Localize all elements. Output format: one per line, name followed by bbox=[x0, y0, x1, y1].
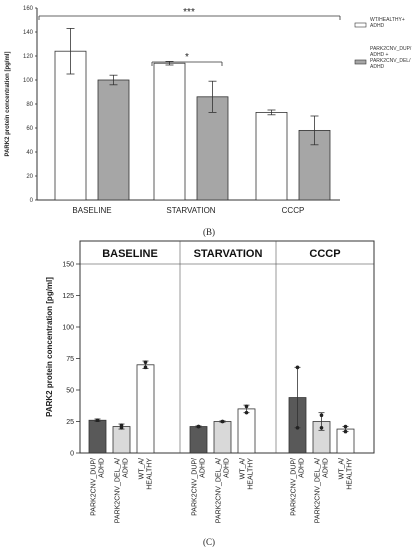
chart-b-bar bbox=[54, 50, 87, 201]
chart-b-y-label: PARK2 protein concentration [pg/ml] bbox=[5, 52, 11, 157]
chart-b-y-tick-label: 140 bbox=[23, 30, 34, 36]
chart-c-data-point bbox=[220, 419, 225, 424]
chart-c-data-point bbox=[319, 413, 324, 418]
legend-label-0-line1: WT/HEALTHY+ bbox=[370, 17, 405, 23]
chart-c-category-label: ADHD bbox=[323, 458, 330, 478]
chart-c-y-tick-label: 25 bbox=[66, 419, 74, 426]
chart-c-category-label: PARK2CNV_DUP/ bbox=[192, 458, 199, 516]
chart-c-category-label: HEALTHY bbox=[347, 458, 354, 490]
chart-b-y-tick-label: 160 bbox=[23, 6, 34, 12]
chart-c-category-label: ADHD bbox=[99, 458, 106, 478]
chart-c-category-label: ADHD bbox=[299, 458, 306, 478]
legend-label-1-line4: ADHD bbox=[370, 64, 385, 70]
chart-c-y-tick-label: 75 bbox=[66, 356, 74, 363]
chart-c-bar bbox=[136, 364, 155, 454]
chart-c-panel-title: BASELINE bbox=[102, 248, 158, 260]
chart-c-data-point bbox=[343, 424, 348, 429]
chart-c-category-label: PARK2CNV_DEL_A/ bbox=[216, 458, 223, 523]
chart-b-y-tick-label: 100 bbox=[23, 78, 34, 84]
chart-b-bar bbox=[255, 112, 288, 201]
chart-c-category-label: PARK2CNV_DEL_A/ bbox=[115, 458, 122, 523]
chart-c-data-point bbox=[244, 410, 249, 415]
chart-c-data-point bbox=[143, 365, 148, 370]
chart-b-y-tick-label: 120 bbox=[23, 54, 34, 60]
chart-c-panel-title: CCCP bbox=[309, 248, 340, 260]
chart-b-sig-label: * bbox=[185, 52, 189, 63]
chart-b-legend: WT/HEALTHY+ ADHD PARK2CNV_DUP/ ADHD + PA… bbox=[354, 17, 412, 70]
chart-c-y-tick-label: 125 bbox=[62, 293, 74, 300]
chart-c-y-tick-label: 150 bbox=[62, 262, 74, 269]
chart-c-category-label: ADHD bbox=[200, 458, 207, 478]
chart-b-y-tick-label: 60 bbox=[26, 126, 33, 132]
chart-c-bar bbox=[213, 421, 232, 454]
chart-c-data-point bbox=[119, 423, 124, 428]
chart-c-bar bbox=[237, 408, 256, 454]
legend-label-1-line1: PARK2CNV_DUP/ bbox=[370, 46, 412, 52]
chart-c-data-point bbox=[319, 426, 324, 430]
chart-c-data-point bbox=[244, 404, 249, 409]
chart-b-y-tick-label: 80 bbox=[26, 102, 33, 108]
legend-label-0-line2: ADHD bbox=[370, 23, 385, 29]
chart-c-data-point bbox=[95, 418, 100, 423]
chart-b-bar bbox=[196, 96, 229, 201]
chart-c-data-point bbox=[295, 426, 300, 430]
chart-c: PARK2 protein concentration [pg/ml] BASE… bbox=[45, 240, 375, 523]
chart-b-y-tick-label: 20 bbox=[26, 174, 33, 180]
chart-c-data-point bbox=[295, 365, 300, 370]
chart-c-category-label: WT_A/ bbox=[339, 458, 346, 479]
chart-c-data-point bbox=[196, 424, 201, 429]
chart-b-bar bbox=[97, 79, 130, 201]
chart-c-category-label: WT_A/ bbox=[139, 458, 146, 479]
chart-c-data-point bbox=[119, 426, 124, 430]
chart-c-y-tick-label: 0 bbox=[70, 451, 74, 458]
legend-label-1-line2: ADHD + bbox=[370, 52, 389, 58]
chart-c-category-label: ADHD bbox=[224, 458, 231, 478]
chart-b-bar bbox=[153, 62, 186, 201]
chart-c-bar bbox=[88, 419, 107, 454]
chart-c-data-point bbox=[143, 360, 148, 365]
chart-c-y-label: PARK2 protein concentration [pg/ml] bbox=[45, 277, 54, 417]
chart-b-y-tick-label: 40 bbox=[26, 150, 33, 156]
chart-c-category-label: PARK2CNV_DEL_A/ bbox=[315, 458, 322, 523]
chart-c-bar bbox=[189, 426, 208, 454]
chart-c-category-label: HEALTHY bbox=[147, 458, 154, 490]
chart-b: PARK2 protein concentration [pg/ml] 0 20 4… bbox=[5, 6, 412, 215]
chart-b-y-tick-label: 0 bbox=[30, 198, 34, 204]
chart-c-y-tick-label: 100 bbox=[62, 325, 74, 332]
legend-swatch-1 bbox=[354, 59, 367, 65]
chart-c-panel-title: STARVATION bbox=[194, 248, 263, 260]
chart-c-category-label: WT_A/ bbox=[240, 458, 247, 479]
chart-c-category-label: HEALTHY bbox=[248, 458, 255, 490]
chart-c-y-tick-label: 50 bbox=[66, 388, 74, 395]
chart-b-bar bbox=[298, 129, 331, 201]
chart-b-category-label: CCCP bbox=[282, 206, 305, 215]
chart-c-category-label: ADHD bbox=[123, 458, 130, 478]
legend-label-1-line3: PARK2CNV_DEL/ bbox=[370, 58, 411, 64]
panel-label-c: (C) bbox=[203, 537, 215, 547]
panel-label-b: (B) bbox=[203, 227, 215, 237]
chart-b-category-label: STARVATION bbox=[166, 206, 215, 215]
chart-c-category-label: PARK2CNV_DUP/ bbox=[291, 458, 298, 516]
chart-b-sig-label: *** bbox=[183, 7, 195, 18]
chart-c-bar bbox=[112, 426, 131, 454]
chart-b-category-label: BASELINE bbox=[72, 206, 111, 215]
chart-c-data-point bbox=[343, 429, 348, 434]
chart-c-category-label: PARK2CNV_DUP/ bbox=[91, 458, 98, 516]
legend-swatch-0 bbox=[354, 22, 367, 28]
